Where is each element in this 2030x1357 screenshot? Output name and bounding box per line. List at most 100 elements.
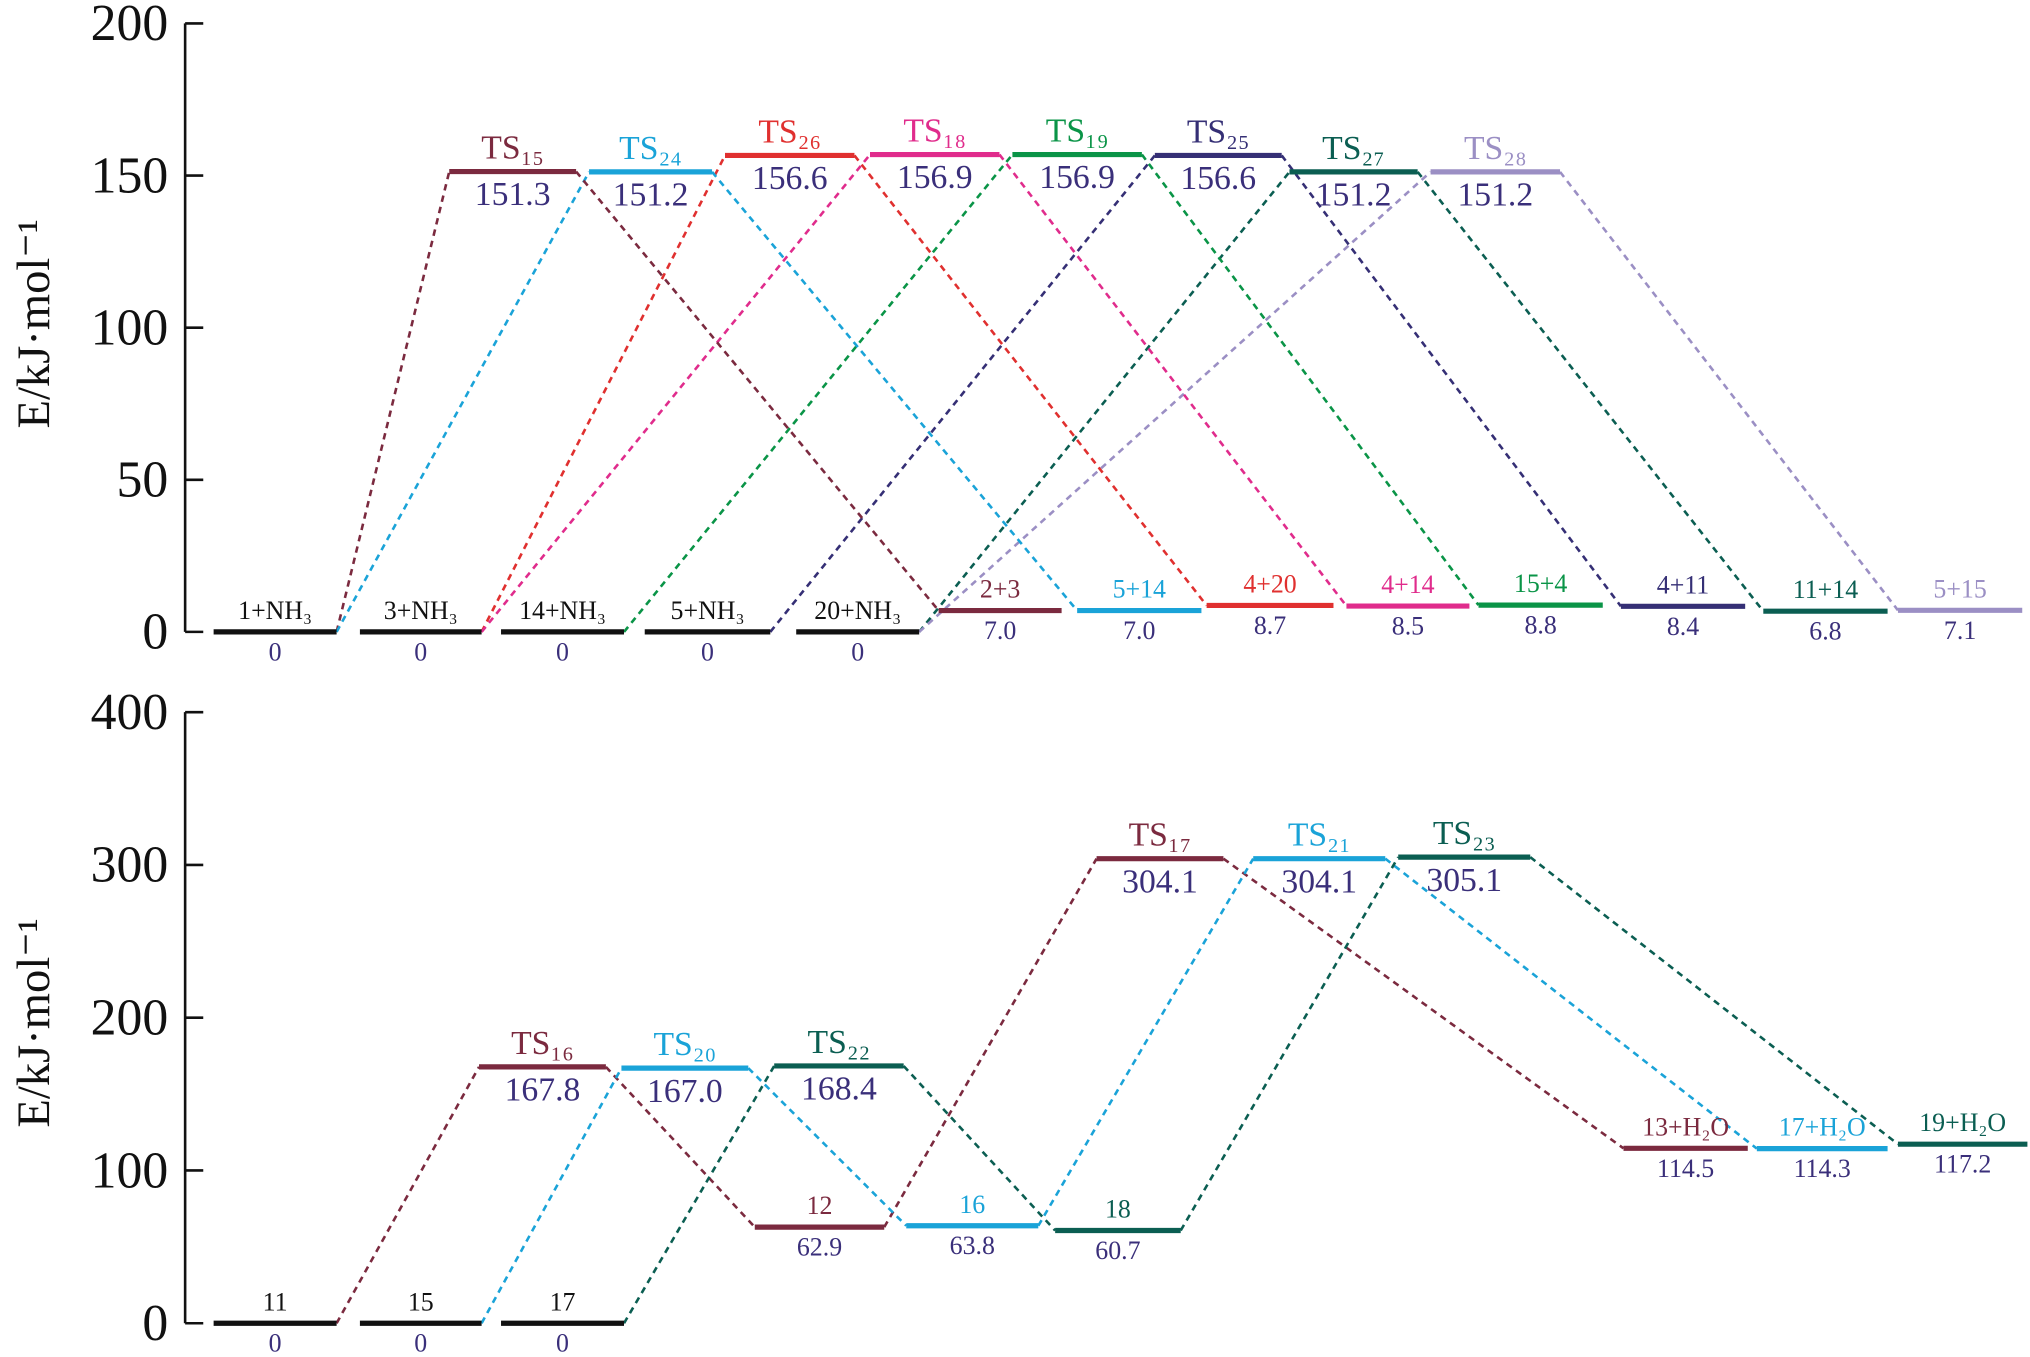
level-value: 8.8 bbox=[1524, 611, 1556, 640]
level-name: TS₂₇ bbox=[1322, 130, 1385, 167]
y-tick-label: 50 bbox=[117, 452, 169, 509]
level-value: 6.8 bbox=[1809, 617, 1841, 646]
pathway-link bbox=[747, 1067, 908, 1227]
level-value: 167.8 bbox=[505, 1072, 581, 1109]
level-value: 168.4 bbox=[801, 1071, 877, 1108]
level-value: 63.8 bbox=[950, 1231, 995, 1260]
level-name: 12 bbox=[807, 1191, 833, 1220]
level-name: TS₂₅ bbox=[1187, 114, 1250, 151]
level-value: 7.1 bbox=[1944, 616, 1976, 645]
level-value: 0 bbox=[269, 1329, 282, 1357]
level-value: 156.6 bbox=[1180, 160, 1256, 197]
pathway-link bbox=[918, 170, 1432, 633]
pathway-link bbox=[1222, 857, 1625, 1150]
level-value: 151.2 bbox=[1457, 177, 1533, 214]
pathway-link bbox=[335, 171, 591, 633]
pathway-link bbox=[480, 1067, 623, 1324]
pathway-link bbox=[1384, 857, 1758, 1150]
pathway-link bbox=[335, 1066, 481, 1324]
pathway-link bbox=[622, 1065, 776, 1324]
level-value: 305.1 bbox=[1426, 862, 1502, 899]
pathway-link bbox=[604, 1066, 756, 1229]
pathway-link bbox=[769, 154, 1156, 633]
pathway-link bbox=[1529, 856, 1899, 1146]
level-name: TS₁₅ bbox=[481, 130, 544, 167]
level-value: 8.4 bbox=[1667, 612, 1699, 641]
level-name: 20+NH₃ bbox=[814, 596, 901, 625]
pathway-link bbox=[998, 153, 1348, 607]
level-name: 3+NH₃ bbox=[384, 596, 458, 625]
pathway-link bbox=[480, 154, 727, 633]
level-value: 0 bbox=[556, 1329, 569, 1357]
level-name: 5+14 bbox=[1113, 575, 1166, 604]
level-value: 167.0 bbox=[647, 1073, 723, 1110]
level-name: TS₂₈ bbox=[1464, 130, 1527, 167]
pathway-link bbox=[1179, 856, 1400, 1232]
level-name: 4+11 bbox=[1657, 570, 1709, 599]
level-value: 151.3 bbox=[475, 176, 551, 213]
level-name: TS₂₃ bbox=[1433, 815, 1496, 852]
level-name: TS₁₆ bbox=[511, 1025, 574, 1062]
pathway-link bbox=[1559, 171, 1899, 612]
y-tick-label: 300 bbox=[91, 837, 169, 894]
level-value: 114.3 bbox=[1794, 1154, 1851, 1183]
level-name: 2+3 bbox=[980, 575, 1020, 604]
y-tick-label: 100 bbox=[91, 299, 169, 356]
y-tick-label: 200 bbox=[91, 990, 169, 1047]
pathway-link bbox=[480, 153, 872, 633]
level-name: 14+NH₃ bbox=[519, 596, 606, 625]
level-name: 11 bbox=[263, 1287, 288, 1316]
level-value: 151.2 bbox=[613, 177, 689, 214]
pathway-link bbox=[883, 858, 1098, 1228]
pathway-link bbox=[575, 170, 940, 612]
level-name: 16 bbox=[959, 1190, 985, 1219]
level-value: 62.9 bbox=[797, 1233, 842, 1262]
level-name: TS₂₁ bbox=[1288, 817, 1351, 854]
level-value: 8.7 bbox=[1254, 611, 1286, 640]
level-value: 60.7 bbox=[1095, 1236, 1140, 1265]
level-value: 0 bbox=[414, 637, 427, 666]
y-axis-label: E/kJ·mol⁻¹ bbox=[8, 219, 60, 428]
level-value: 151.2 bbox=[1316, 177, 1392, 214]
y-tick-label: 0 bbox=[142, 604, 168, 661]
pathway-link bbox=[918, 171, 1291, 633]
pathway-link bbox=[902, 1065, 1057, 1232]
level-value: 114.5 bbox=[1657, 1154, 1714, 1183]
pathway-link bbox=[623, 153, 1014, 633]
level-name: 4+20 bbox=[1243, 569, 1296, 598]
level-name: 1+NH₃ bbox=[238, 596, 312, 625]
level-name: 13+H₂O bbox=[1642, 1112, 1729, 1141]
pathway-link bbox=[853, 154, 1208, 607]
y-tick-label: 400 bbox=[91, 684, 169, 741]
level-name: TS₁₇ bbox=[1129, 817, 1192, 854]
y-tick-label: 0 bbox=[142, 1295, 168, 1352]
level-value: 304.1 bbox=[1122, 863, 1198, 900]
level-name: TS₁₈ bbox=[903, 113, 966, 150]
y-tick-label: 200 bbox=[91, 0, 169, 52]
level-value: 0 bbox=[556, 637, 569, 666]
level-name: 4+14 bbox=[1381, 570, 1434, 599]
pathway-link bbox=[1416, 171, 1765, 613]
level-name: 15 bbox=[408, 1287, 434, 1316]
level-name: 18 bbox=[1105, 1195, 1131, 1224]
pathway-link bbox=[335, 171, 451, 633]
level-name: TS₂₄ bbox=[619, 130, 682, 167]
pathway-link bbox=[1280, 154, 1622, 608]
level-name: 19+H₂O bbox=[1919, 1108, 2006, 1137]
pathway-link bbox=[1037, 858, 1255, 1227]
pathway-link bbox=[1140, 153, 1480, 606]
level-value: 156.9 bbox=[1039, 159, 1115, 196]
level-value: 0 bbox=[414, 1329, 427, 1357]
level-name: 17 bbox=[550, 1287, 576, 1316]
level-value: 7.0 bbox=[984, 616, 1016, 645]
level-name: 17+H₂O bbox=[1779, 1113, 1866, 1142]
level-value: 7.0 bbox=[1123, 616, 1155, 645]
level-value: 156.6 bbox=[752, 160, 828, 197]
y-tick-label: 150 bbox=[91, 147, 169, 204]
level-value: 0 bbox=[701, 637, 714, 666]
y-axis-label: E/kJ·mol⁻¹ bbox=[8, 918, 60, 1127]
level-value: 8.5 bbox=[1392, 612, 1424, 641]
level-name: 11+14 bbox=[1793, 575, 1858, 604]
